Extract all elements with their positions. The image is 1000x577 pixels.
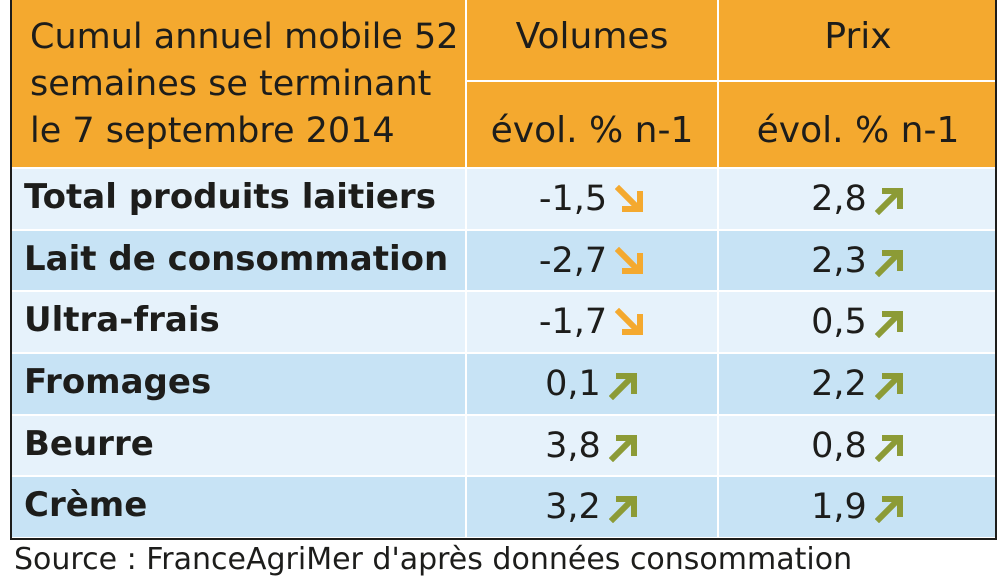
prix-value: 0,8	[811, 425, 867, 466]
arrow-up-right-icon	[874, 369, 905, 401]
table-row: Total produits laitiers -1,5 2,8	[12, 167, 995, 229]
row-label: Beurre	[24, 423, 154, 464]
prix-cell: 0,8	[719, 416, 997, 476]
volumes-label: Volumes	[515, 16, 669, 57]
arrow-down-right-icon	[614, 246, 645, 276]
volume-value: 3,8	[545, 425, 601, 466]
volumes-sub-label: évol. % n-1	[490, 110, 694, 151]
header-title-line: le 7 septembre 2014	[30, 111, 395, 151]
prix-column-header: Prix évol. % n-1	[719, 0, 997, 167]
table-row: Crème 3,2 1,9	[12, 475, 997, 538]
prix-value: 1,9	[811, 487, 867, 528]
row-label: Ultra-frais	[24, 300, 220, 341]
row-label: Crème	[24, 485, 148, 526]
table-row: Lait de consommation -2,7 2,3	[12, 228, 997, 291]
header-title-line: semaines se terminant	[30, 64, 432, 104]
volume-cell: -1,5	[467, 169, 717, 229]
prix-value: 2,2	[811, 363, 867, 404]
prix-cell: 2,8	[719, 169, 997, 229]
table-row: Beurre 3,8 0,8	[12, 413, 997, 476]
header-divider	[467, 80, 995, 82]
prix-cell: 0,5	[719, 292, 997, 352]
prix-cell: 2,2	[719, 354, 997, 414]
volume-cell: 0,1	[467, 354, 717, 414]
volumes-column-header: Volumes évol. % n-1	[467, 0, 717, 167]
volume-cell: 3,2	[467, 477, 717, 537]
data-table: Cumul annuel mobile 52 semaines se termi…	[10, 0, 997, 540]
row-label: Fromages	[24, 362, 212, 403]
volume-cell: -1,7	[467, 292, 717, 352]
prix-label: Prix	[824, 16, 892, 57]
column-divider	[465, 0, 467, 538]
prix-value: 2,3	[811, 240, 867, 281]
arrow-up-right-icon	[874, 431, 905, 462]
arrow-up-right-icon	[874, 492, 905, 524]
arrow-up-right-icon	[608, 431, 639, 462]
header-title: Cumul annuel mobile 52 semaines se termi…	[30, 14, 470, 155]
arrow-up-right-icon	[874, 184, 905, 216]
volume-value: 3,2	[545, 487, 601, 528]
prix-cell: 1,9	[719, 477, 997, 537]
row-label: Lait de consommation	[24, 238, 449, 279]
arrow-up-right-icon	[608, 369, 639, 401]
table-body: Total produits laitiers -1,5 2,8 Lait de…	[12, 167, 997, 538]
volume-cell: -2,7	[467, 231, 717, 291]
arrow-up-right-icon	[874, 246, 905, 277]
volume-value: 0,1	[545, 363, 601, 404]
column-divider	[717, 0, 719, 538]
table-header: Cumul annuel mobile 52 semaines se termi…	[12, 0, 995, 167]
arrow-up-right-icon	[874, 307, 905, 339]
arrow-down-right-icon	[614, 184, 645, 214]
header-title-line: Cumul annuel mobile 52	[30, 17, 459, 57]
prix-sub-label: évol. % n-1	[756, 110, 960, 151]
prix-value: 2,8	[811, 178, 867, 219]
volume-cell: 3,8	[467, 416, 717, 476]
table-row: Fromages 0,1 2,2	[12, 352, 995, 414]
row-label: Total produits laitiers	[24, 177, 436, 217]
arrow-up-right-icon	[608, 492, 639, 524]
prix-cell: 2,3	[719, 231, 997, 291]
table-row: Ultra-frais -1,7 0,5	[12, 290, 997, 353]
prix-value: 0,5	[811, 302, 867, 343]
source-note: Source : FranceAgriMer d'après données c…	[14, 542, 853, 577]
volume-value: -2,7	[538, 240, 608, 281]
volume-value: -1,7	[538, 302, 608, 343]
arrow-down-right-icon	[614, 307, 645, 337]
volume-value: -1,5	[538, 178, 608, 219]
